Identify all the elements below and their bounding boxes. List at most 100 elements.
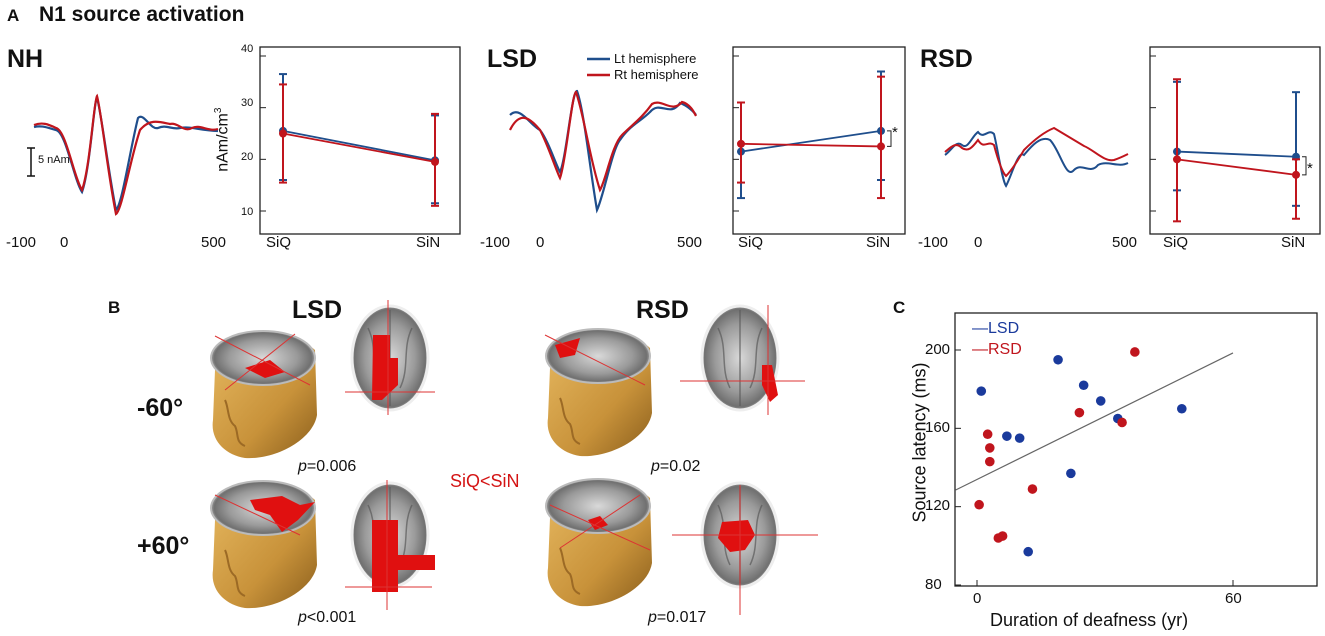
y-axis-label: nAm/cm3 — [213, 107, 232, 172]
lsd-point — [877, 142, 885, 151]
ytick-40: 40 — [241, 43, 254, 55]
lsd-significance-bracket — [887, 130, 892, 147]
rsd-point — [1173, 155, 1181, 164]
scatter-point-rsd — [985, 443, 995, 453]
activation-blob — [718, 520, 755, 552]
legend-lt-label: Lt hemisphere — [614, 51, 697, 66]
activation-blob — [372, 335, 398, 400]
regression-line — [955, 352, 1234, 491]
group-label-rsd: RSD — [920, 45, 973, 73]
rsd-sin-tick: SiN — [1281, 234, 1306, 251]
wave-nh-rt — [33, 93, 219, 216]
wave-rsd-lt — [944, 130, 1129, 188]
nh-series-line-1 — [282, 132, 436, 163]
waveform-rsd — [944, 126, 1129, 188]
angle-minus60: -60° — [137, 394, 184, 422]
lsd-xtick-minus100: -100 — [480, 234, 511, 251]
nh-xtick-minus100: -100 — [6, 234, 37, 251]
ytick-30: 30 — [241, 97, 254, 109]
brain-rsd-minus60 — [544, 304, 805, 458]
scatter-point-lsd — [1002, 431, 1012, 441]
panel-b-letter: B — [108, 298, 121, 317]
nh-point — [431, 157, 439, 166]
panel-c-letter: C — [893, 298, 906, 317]
scatter-point-lsd — [1078, 380, 1089, 391]
nh-siq-tick: SiQ — [266, 234, 292, 251]
nh-xtick-500: 500 — [201, 234, 227, 251]
legend-rt-label: Rt hemisphere — [614, 67, 699, 82]
activation-blob — [250, 496, 315, 532]
scatter-point-lsd — [1053, 354, 1063, 365]
rsd-series-line-0 — [1176, 150, 1297, 158]
wave-lsd-lt — [509, 89, 697, 214]
activation-blob — [372, 520, 435, 592]
rsd-series-line-1 — [1176, 158, 1297, 176]
p-value-lsd-minus60: p=0.006 — [298, 458, 357, 475]
scatter-ytick-80: 80 — [925, 576, 942, 593]
panel-b-group-rsd: RSD — [636, 296, 689, 324]
ytick-10: 10 — [241, 206, 254, 218]
activation-blob — [762, 365, 778, 402]
group-label-lsd: LSD — [487, 45, 537, 73]
nh-point — [279, 129, 287, 138]
panel-b-group-lsd: LSD — [292, 296, 342, 324]
lsd-significance-star: * — [892, 124, 898, 141]
scatter-point-rsd — [1130, 347, 1140, 357]
scatter-xtick-0: 0 — [973, 590, 982, 607]
activation-blob — [555, 338, 580, 358]
errplot-lsd — [732, 46, 906, 235]
errplot-nh — [259, 46, 461, 235]
errplot-rsd — [1149, 46, 1321, 235]
scatter-legend-rsd: —RSD — [972, 341, 1022, 358]
rsd-siq-tick: SiQ — [1163, 234, 1189, 251]
scatter-xtick-60: 60 — [1225, 590, 1242, 607]
waveform-nh — [27, 93, 219, 216]
rsd-xtick-0: 0 — [974, 234, 983, 251]
scatter-ytick-160: 160 — [925, 419, 951, 436]
rsd-point — [1292, 170, 1300, 179]
scatter-point-rsd — [974, 499, 984, 510]
scatter-point-rsd — [1117, 417, 1127, 428]
p-value-rsd-plus60: p=0.017 — [648, 609, 707, 626]
scatter-point-lsd — [1023, 546, 1033, 557]
brain-lsd-minus60 — [210, 300, 435, 460]
p-value-rsd-minus60: p=0.02 — [651, 458, 701, 475]
rsd-xtick-500: 500 — [1112, 234, 1138, 251]
scatter-ylabel: Source latency (ms) — [909, 362, 930, 523]
scatter-ytick-200: 200 — [925, 341, 951, 358]
nh-sin-tick: SiN — [416, 234, 441, 251]
scatter-point-lsd — [976, 386, 987, 396]
scatter-point-rsd — [985, 456, 995, 467]
scatter-point-lsd — [1014, 433, 1025, 443]
scatter-point-lsd — [1066, 468, 1076, 479]
scatter-legend-lsd: —LSD — [972, 320, 1020, 337]
scatter-point-rsd — [997, 531, 1008, 541]
lsd-sin-tick: SiN — [866, 234, 891, 251]
wave-lsd-rt — [509, 90, 697, 193]
scatter-point-rsd — [982, 429, 993, 440]
scatter-point-lsd — [1095, 396, 1106, 406]
activation-blob — [245, 360, 285, 378]
panel-a-title: N1 source activation — [39, 3, 245, 26]
scatter-ytick-120: 120 — [925, 497, 951, 514]
lsd-xtick-500: 500 — [677, 234, 703, 251]
rsd-significance-bracket — [1302, 156, 1307, 176]
scatter-point-rsd — [1074, 407, 1085, 418]
wave-rsd-rt — [944, 126, 1129, 178]
brain-lsd-plus60 — [210, 480, 435, 610]
rsd-xtick-minus100: -100 — [918, 234, 949, 251]
waveform-lsd — [509, 89, 697, 214]
scale-bar-label: 5 nAm — [38, 154, 70, 166]
lsd-xtick-0: 0 — [536, 234, 545, 251]
nh-series-line-0 — [282, 130, 436, 162]
scatter-point-rsd — [1027, 484, 1038, 494]
rsd-significance-star: * — [1307, 160, 1313, 177]
contrast-label: SiQ<SiN — [450, 471, 520, 491]
p-value-lsd-plus60: p<0.001 — [298, 609, 357, 626]
scatter-xlabel: Duration of deafness (yr) — [990, 610, 1189, 630]
scatter-plot — [954, 312, 1318, 587]
ytick-20: 20 — [241, 151, 254, 163]
lsd-series-line-1 — [740, 142, 882, 148]
lsd-siq-tick: SiQ — [738, 234, 764, 251]
